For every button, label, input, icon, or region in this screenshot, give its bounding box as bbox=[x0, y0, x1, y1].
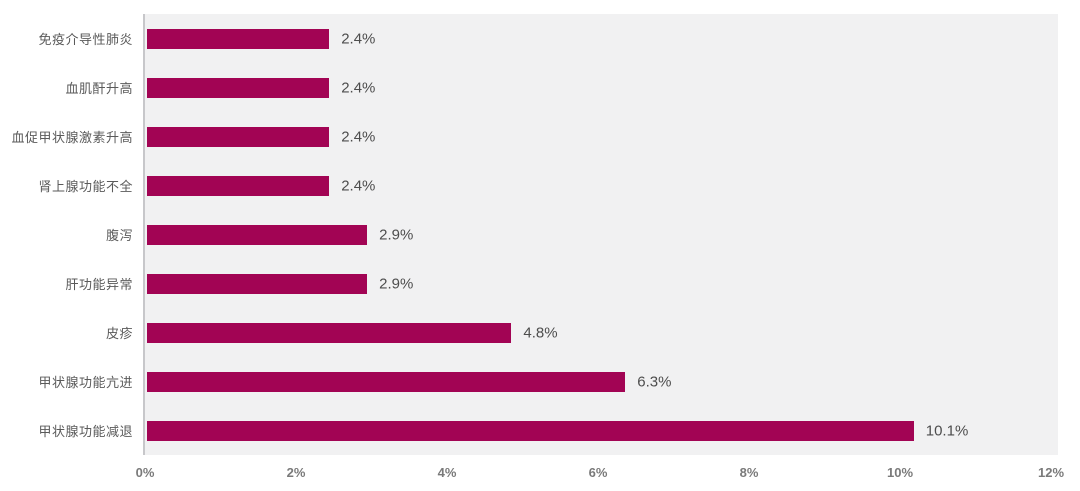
x-axis-tick: 8% bbox=[739, 465, 759, 480]
value-label: 6.3% bbox=[637, 373, 672, 390]
x-axis-tick: 2% bbox=[286, 465, 306, 480]
category-label: 皮疹 bbox=[105, 326, 133, 341]
bar-row: 免疫介导性肺炎 2.4% bbox=[0, 14, 1080, 63]
bar bbox=[147, 126, 330, 147]
bar-track: 2.4% bbox=[147, 126, 1058, 147]
bar-row: 甲状腺功能减退 10.1% bbox=[0, 406, 1080, 455]
bar-rows: 免疫介导性肺炎 2.4% 血肌酐升高 2.4% 血促甲状腺激素升高 2.4% 肾上腺功能不全… bbox=[0, 14, 1080, 455]
category-label: 血促甲状腺激素升高 bbox=[11, 130, 133, 145]
value-label: 2.9% bbox=[379, 226, 414, 243]
x-axis-tick: 6% bbox=[588, 465, 608, 480]
bar-row: 皮疹 4.8% bbox=[0, 308, 1080, 357]
value-label: 2.4% bbox=[341, 128, 376, 145]
value-label: 10.1% bbox=[925, 422, 969, 439]
value-label: 2.4% bbox=[341, 30, 376, 47]
bar-track: 2.4% bbox=[147, 175, 1058, 196]
bar bbox=[147, 420, 914, 441]
x-axis-tick: 12% bbox=[1037, 465, 1065, 480]
bar-row: 甲状腺功能亢进 6.3% bbox=[0, 357, 1080, 406]
bar-row: 肝功能异常 2.9% bbox=[0, 259, 1080, 308]
category-label: 甲状腺功能减退 bbox=[38, 424, 133, 439]
y-axis-line bbox=[143, 14, 145, 455]
x-axis-tick: 4% bbox=[437, 465, 457, 480]
bar-track: 6.3% bbox=[147, 371, 1058, 392]
value-label: 2.4% bbox=[341, 79, 376, 96]
x-axis-tick: 0% bbox=[135, 465, 155, 480]
category-label: 免疫介导性肺炎 bbox=[38, 32, 133, 47]
bar-row: 血肌酐升高 2.4% bbox=[0, 63, 1080, 112]
bar-row: 血促甲状腺激素升高 2.4% bbox=[0, 112, 1080, 161]
bar-track: 2.9% bbox=[147, 273, 1058, 294]
bar bbox=[147, 371, 626, 392]
bar bbox=[147, 273, 368, 294]
bar-row: 腹泻 2.9% bbox=[0, 210, 1080, 259]
category-label: 甲状腺功能亢进 bbox=[38, 375, 133, 390]
bar-row: 肾上腺功能不全 2.4% bbox=[0, 161, 1080, 210]
bar-track: 10.1% bbox=[147, 420, 1058, 441]
x-axis: 0% 2% 4% 6% 8% 10% 12% bbox=[136, 455, 1064, 491]
value-label: 2.4% bbox=[341, 177, 376, 194]
category-label: 血肌酐升高 bbox=[65, 81, 133, 96]
bar-track: 2.4% bbox=[147, 77, 1058, 98]
bar bbox=[147, 224, 368, 245]
x-axis-tick: 10% bbox=[886, 465, 914, 480]
bar bbox=[147, 77, 330, 98]
value-label: 2.9% bbox=[379, 275, 414, 292]
bar bbox=[147, 175, 330, 196]
bar-track: 2.4% bbox=[147, 28, 1058, 49]
bar-track: 2.9% bbox=[147, 224, 1058, 245]
category-label: 腹泻 bbox=[105, 228, 133, 243]
bar-track: 4.8% bbox=[147, 322, 1058, 343]
bar bbox=[147, 28, 330, 49]
bar bbox=[147, 322, 512, 343]
category-label: 肝功能异常 bbox=[65, 277, 133, 292]
category-label: 肾上腺功能不全 bbox=[38, 179, 133, 194]
value-label: 4.8% bbox=[523, 324, 558, 341]
